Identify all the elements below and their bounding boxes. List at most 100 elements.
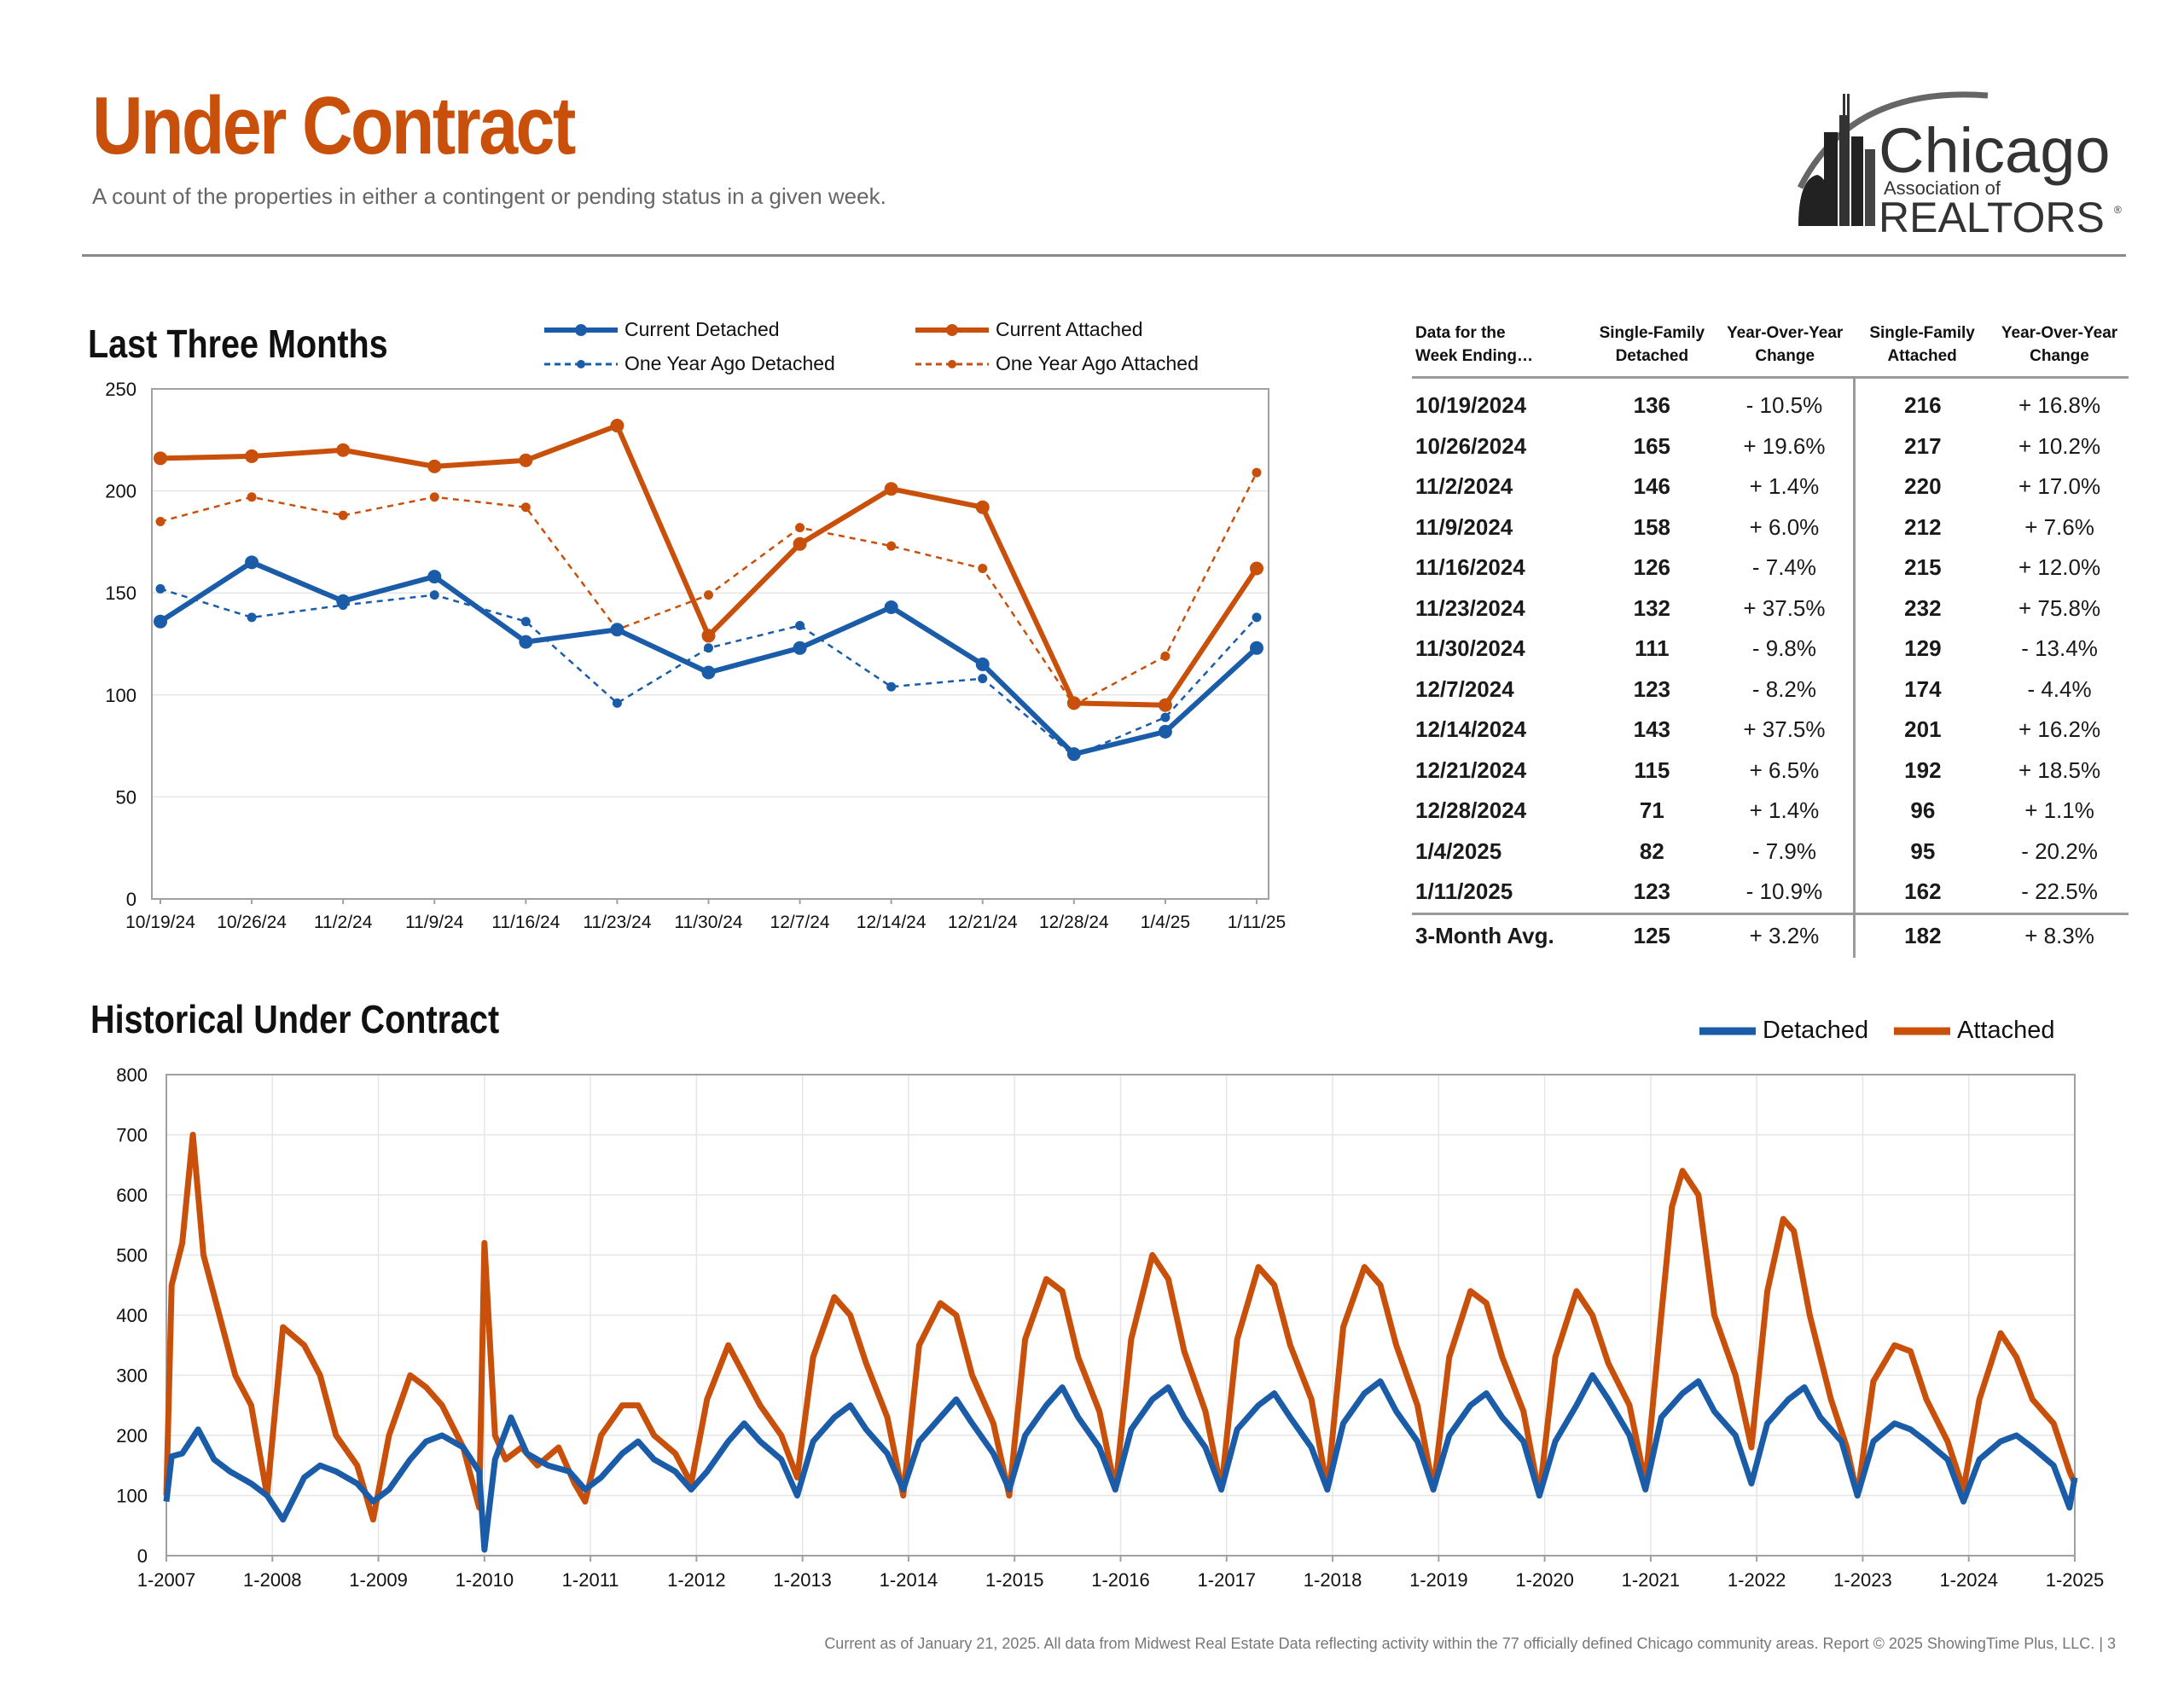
logo-registered-mark: ® — [2114, 204, 2122, 216]
legend-label-attached: Attached — [1957, 1017, 2055, 1044]
series-line-current-attached — [160, 423, 1259, 708]
x-tick-label: 1-2019 — [1409, 1569, 1468, 1586]
data-point — [1252, 612, 1262, 623]
data-point — [1160, 651, 1170, 661]
legend-ago-detached: One Year Ago Detached — [543, 352, 835, 375]
table-cell-det-yoy: + 1.4% — [1716, 791, 1856, 832]
table-cell-att: 212 — [1904, 513, 1942, 540]
x-tick-label: 1-2021 — [1622, 1569, 1681, 1586]
table-row: 1/4/2025 82 - 7.9% 95 - 20.2% — [1412, 831, 2129, 872]
legend-swatch-ago-attached — [915, 359, 989, 368]
logo-text-association: Association of — [1884, 177, 2001, 199]
x-tick-label: 1-2011 — [562, 1569, 619, 1586]
logo-text-realtors: REALTORS — [1879, 194, 2105, 241]
header-yoy1-line1: Year-Over-Year — [1727, 324, 1844, 342]
table-cell-att: 95 — [1910, 838, 1936, 864]
table-cell-det: 143 — [1633, 716, 1671, 743]
table-cell-week: 12/28/2024 — [1415, 797, 1527, 824]
table-avg-row: 3-Month Avg. 125 + 3.2% 182 + 8.3% — [1412, 912, 2129, 958]
legend-label-current-detached: Current Detached — [624, 318, 780, 340]
header-week-line1: Data for the — [1415, 324, 1506, 342]
data-point — [338, 510, 348, 520]
table-cell-att: 215 — [1904, 554, 1942, 581]
section-heading-historical: Historical Under Contract — [90, 997, 500, 1041]
logo-text-chicago: Chicago — [1879, 115, 2111, 186]
x-tick-label: 10/19/24 — [125, 913, 195, 932]
data-point — [793, 536, 807, 551]
x-tick-label: 1-2022 — [1728, 1569, 1786, 1586]
table-row: 11/2/2024 146 + 1.4% 220 + 17.0% — [1412, 467, 2129, 507]
table-cell-att: 217 — [1904, 432, 1942, 459]
header-att-line1: Single-Family — [1869, 324, 1975, 342]
table-cell-week: 1/11/2025 — [1415, 878, 1513, 905]
legend-detached: Detached — [1698, 1017, 1868, 1045]
data-point — [978, 674, 988, 684]
y-tick-label: 500 — [116, 1245, 148, 1267]
data-point — [886, 681, 897, 692]
table-cell-att-yoy: + 7.6% — [2024, 513, 2094, 540]
header-detached: Single-Family Detached — [1588, 322, 1716, 380]
table-cell-det: 111 — [1635, 635, 1670, 662]
table-cell-det-yoy: - 9.8% — [1716, 629, 1856, 670]
data-point — [610, 419, 624, 433]
table-cell-att: 216 — [1904, 392, 1942, 419]
table-cell-det-yoy: + 19.6% — [1716, 426, 1856, 467]
table-cell-att: 96 — [1910, 797, 1936, 824]
table-cell-week: 11/16/2024 — [1415, 554, 1525, 581]
header-week: Data for the Week Ending… — [1412, 322, 1589, 380]
avg-cell-att: 182 — [1854, 912, 1991, 958]
legend-label-current-attached: Current Attached — [996, 318, 1143, 340]
data-point — [336, 443, 351, 457]
table-header-row: Data for the Week Ending… Single-Family De… — [1412, 322, 2129, 380]
x-tick-label: 12/14/24 — [857, 913, 926, 932]
table-cell-att-yoy: - 20.2% — [2021, 838, 2098, 864]
header-att-line2: Attached — [1887, 346, 1957, 365]
x-tick-label: 10/26/24 — [217, 913, 287, 932]
header-det-line2: Detached — [1615, 346, 1689, 365]
x-tick-label: 1-2008 — [243, 1569, 302, 1586]
y-tick-label: 100 — [116, 1486, 148, 1507]
x-tick-label: 11/16/24 — [491, 913, 561, 932]
data-point — [1066, 747, 1081, 762]
data-point — [701, 665, 716, 680]
data-point — [519, 453, 533, 467]
table-cell-det: 132 — [1633, 594, 1671, 621]
data-point — [1252, 467, 1262, 478]
header-yoy1-line2: Change — [1755, 346, 1815, 365]
table-cell-week: 11/30/2024 — [1415, 635, 1525, 662]
y-tick-label: 600 — [116, 1185, 148, 1206]
table-row: 11/30/2024 111 - 9.8% 129 - 13.4% — [1412, 629, 2129, 670]
y-tick-label: 0 — [126, 889, 136, 910]
table-cell-week: 12/14/2024 — [1415, 716, 1527, 743]
table-row: 1/11/2025 123 - 10.9% 162 - 22.5% — [1412, 872, 2129, 914]
legend-attached: Attached — [1892, 1017, 2054, 1045]
y-tick-label: 150 — [105, 583, 136, 604]
x-tick-label: 1-2016 — [1091, 1569, 1150, 1586]
table-cell-week: 10/26/2024 — [1415, 432, 1527, 459]
data-point — [155, 516, 166, 526]
data-point — [247, 492, 257, 502]
table-cell-det: 123 — [1633, 878, 1671, 905]
table-cell-week: 11/23/2024 — [1415, 594, 1525, 621]
x-tick-label: 1-2020 — [1515, 1569, 1574, 1586]
legend-current-attached: Current Attached — [914, 318, 1143, 341]
table-row: 12/7/2024 123 - 8.2% 174 - 4.4% — [1412, 669, 2129, 710]
data-point — [704, 590, 713, 600]
data-point — [704, 643, 713, 653]
section-heading-last-three-months: Last Three Months — [88, 322, 388, 366]
table-cell-att-yoy: - 4.4% — [2027, 675, 2092, 702]
data-point — [1158, 724, 1172, 739]
legend-label-ago-attached: One Year Ago Attached — [996, 352, 1199, 374]
data-point — [795, 523, 805, 533]
table-cell-det-yoy: - 7.9% — [1716, 831, 1856, 872]
x-tick-label: 12/21/24 — [948, 913, 1018, 932]
table-cell-det: 146 — [1633, 473, 1671, 500]
data-point — [519, 635, 533, 649]
table-cell-att: 192 — [1904, 757, 1942, 783]
x-tick-label: 1-2009 — [349, 1569, 408, 1586]
data-point — [1250, 561, 1263, 576]
footer-note: Current as of January 21, 2025. All data… — [824, 1635, 2116, 1652]
data-point — [1160, 712, 1170, 722]
plot-frame — [166, 1074, 2076, 1557]
x-tick-label: 11/23/24 — [583, 913, 652, 932]
